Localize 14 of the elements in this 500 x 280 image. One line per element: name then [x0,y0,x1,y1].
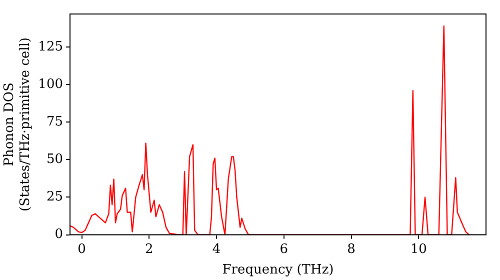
y-tick-label: 75 [46,114,64,130]
y-axis-title: Phonon DOS (States/THz·primitive cell) [2,37,33,212]
x-tick-label: 0 [78,242,86,257]
y-tick-label: 50 [46,152,64,168]
x-tick-label: 2 [145,242,154,257]
x-tick-label: 10 [410,242,427,257]
x-axis-title: Frequency (THz) [222,262,334,278]
x-tick-label: 6 [280,242,288,257]
x-tick-label: 8 [347,242,356,257]
y-tick-label: 125 [38,39,64,54]
y-tick-label: 100 [38,76,64,92]
x-tick-label: 4 [212,242,221,257]
y-tick-label: 0 [54,227,64,242]
y-tick-label: 25 [46,190,64,205]
